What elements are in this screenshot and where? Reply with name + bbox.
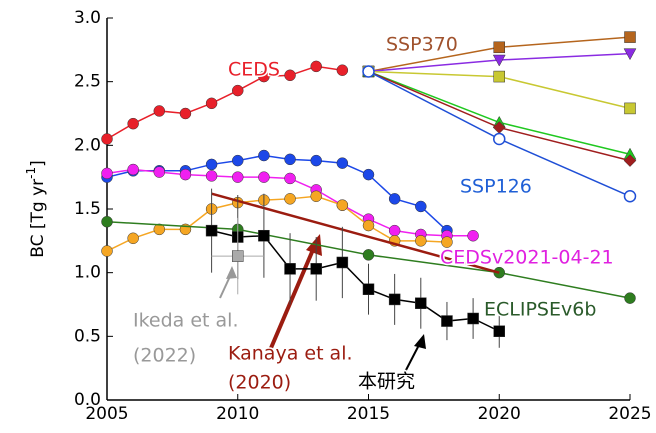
point	[258, 150, 269, 161]
arrow	[405, 343, 420, 372]
point	[625, 32, 636, 43]
point	[258, 230, 269, 241]
y-label-part: -1	[24, 167, 38, 179]
x-tick-label: 2020	[478, 404, 521, 424]
point	[102, 216, 113, 227]
point	[232, 172, 243, 183]
point	[154, 105, 165, 116]
point	[285, 173, 296, 184]
point	[363, 249, 374, 260]
arrow-head	[226, 266, 237, 279]
annotation: SSP126	[460, 176, 532, 198]
annotation: Kanaya et al.	[228, 343, 353, 365]
point	[337, 257, 348, 268]
point	[311, 191, 322, 202]
point	[232, 251, 243, 262]
point	[337, 200, 348, 211]
y-axis-label: BC [Tg yr-1]	[24, 160, 49, 258]
point	[311, 61, 322, 72]
x-tick-label: 2025	[608, 404, 651, 424]
annotation: (2022)	[133, 345, 196, 367]
point	[128, 118, 139, 129]
series-line	[107, 66, 342, 139]
point	[102, 168, 113, 179]
point	[128, 233, 139, 244]
point	[206, 225, 217, 236]
point	[363, 169, 374, 180]
annotation: ECLIPSEv6b	[484, 299, 596, 321]
point	[337, 65, 348, 76]
point	[625, 293, 636, 304]
point	[232, 85, 243, 96]
arrow	[268, 245, 315, 355]
point	[206, 159, 217, 170]
arrow-head	[414, 334, 426, 349]
annotation: CEDS	[228, 59, 280, 81]
point	[468, 230, 479, 241]
point	[415, 201, 426, 212]
point	[258, 172, 269, 183]
y-tick-label: 1.0	[74, 263, 101, 283]
point	[389, 225, 400, 236]
y-tick-label: 0.5	[74, 326, 101, 346]
annotation: SSP370	[386, 34, 458, 56]
point	[441, 316, 452, 327]
point	[285, 154, 296, 165]
point	[180, 169, 191, 180]
x-tick-label: 2015	[347, 404, 390, 424]
point	[625, 103, 636, 114]
annotation: 本研究	[358, 371, 415, 393]
point	[232, 155, 243, 166]
point	[102, 246, 113, 257]
point	[494, 133, 505, 144]
y-tick-label: 2.0	[74, 135, 101, 155]
chart: 0.00.51.01.52.02.53.02005201020152020202…	[0, 0, 656, 433]
point	[311, 155, 322, 166]
y-tick-label: 2.5	[74, 72, 101, 92]
point	[363, 284, 374, 295]
point	[102, 133, 113, 144]
x-tick-label: 2005	[85, 404, 128, 424]
point	[415, 235, 426, 246]
y-tick-label: 1.5	[74, 199, 101, 219]
point	[311, 263, 322, 274]
point	[206, 98, 217, 109]
annotation: CEDSv2021-04-21	[440, 247, 614, 269]
point	[468, 313, 479, 324]
y-label-part: ]	[28, 160, 48, 167]
point	[389, 294, 400, 305]
point	[180, 108, 191, 119]
point	[415, 298, 426, 309]
y-tick-label: 3.0	[74, 8, 101, 28]
point	[494, 71, 505, 82]
annotation: (2020)	[228, 372, 291, 394]
x-tick-label: 2010	[216, 404, 259, 424]
point	[128, 164, 139, 175]
point	[337, 158, 348, 169]
point	[363, 220, 374, 231]
point	[154, 167, 165, 178]
point	[389, 193, 400, 204]
point	[285, 70, 296, 81]
point	[285, 263, 296, 274]
point	[363, 66, 374, 77]
annotation: Ikeda et al.	[133, 310, 239, 332]
point	[206, 170, 217, 181]
point	[625, 191, 636, 202]
y-label-part: BC [Tg yr	[28, 179, 48, 258]
point	[285, 193, 296, 204]
point	[494, 326, 505, 337]
point	[494, 42, 505, 53]
